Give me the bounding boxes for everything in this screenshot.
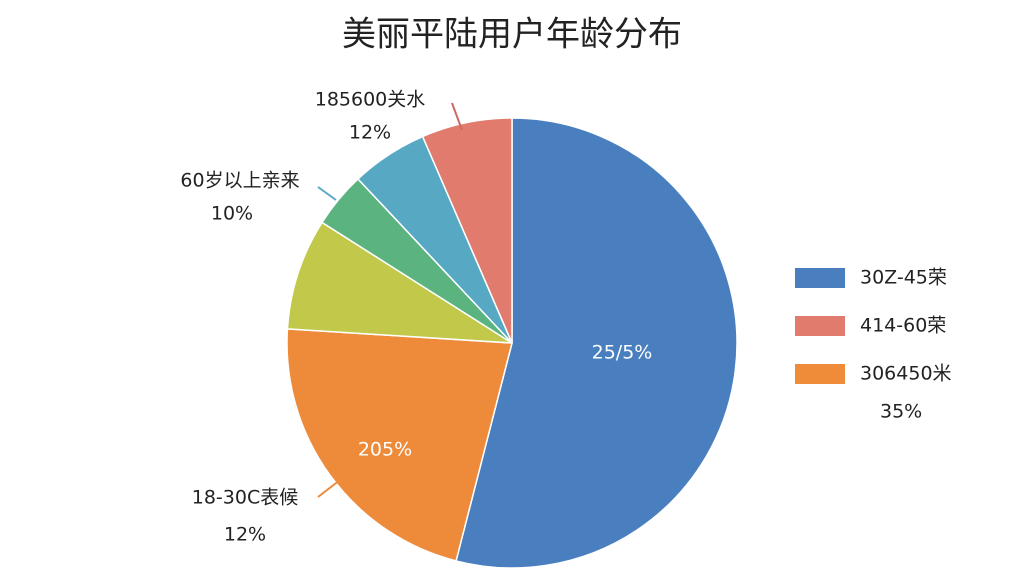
pie-slice	[455, 117, 738, 569]
callout-label: 12%	[349, 122, 391, 144]
callout-arrow	[317, 479, 341, 498]
legend-label: 306450米	[860, 363, 952, 385]
callout-label: 185600关水	[315, 89, 426, 111]
legend-swatch	[795, 364, 845, 384]
legend-swatch	[795, 316, 845, 336]
callout-label: 60岁以上亲来	[180, 170, 299, 192]
callout-arrow	[451, 102, 463, 131]
pie-slice	[286, 221, 513, 344]
chart-title: 美丽平陆用户年龄分布	[342, 15, 682, 55]
pie-slice	[421, 117, 513, 344]
pie	[286, 117, 738, 569]
legend-sublabel: 35%	[880, 401, 922, 423]
callout-label: 12%	[224, 524, 266, 546]
legend-swatch	[795, 268, 845, 288]
pie-slice	[286, 328, 513, 562]
slice-label: 25/5%	[592, 342, 653, 364]
slice-label: 205%	[358, 439, 412, 461]
legend-label: 414-60荣	[860, 315, 946, 337]
callout-arrow	[317, 186, 337, 201]
callout-label: 18-30C表候	[192, 487, 298, 509]
legend: 30Z-45荣 414-60荣 306450米 35%	[795, 267, 952, 423]
callout-label: 10%	[211, 203, 253, 225]
legend-label: 30Z-45荣	[860, 267, 947, 289]
